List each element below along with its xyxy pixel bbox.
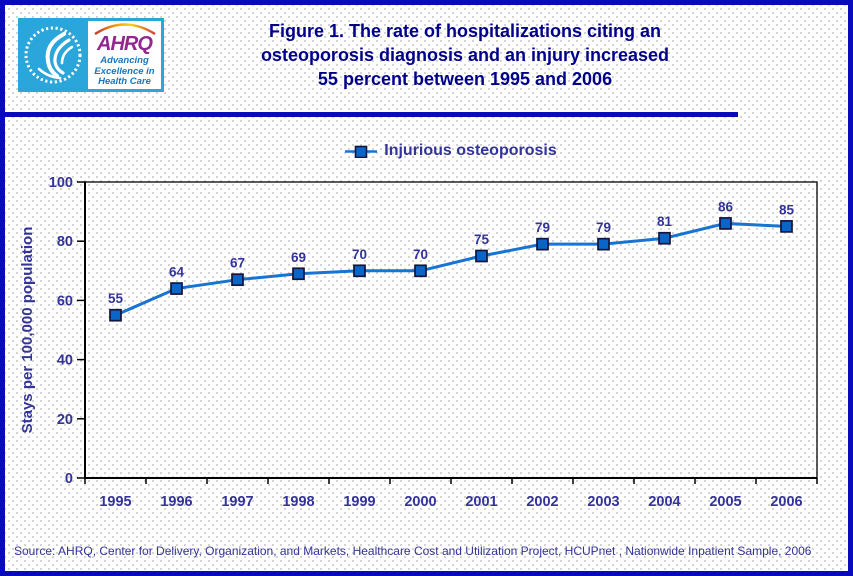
y-tick-label: 60 [57, 293, 73, 309]
ahrq-wordmark-block: AHRQ Advancing Excellence in Health Care [88, 21, 161, 89]
x-tick-label: 1997 [221, 494, 253, 510]
data-point-marker [719, 217, 732, 230]
title-line-3: 55 percent between 1995 and 2006 [317, 69, 613, 89]
hhs-eagle-icon [24, 26, 82, 84]
data-point-label: 67 [230, 256, 245, 271]
data-point-label: 75 [474, 232, 490, 247]
x-tick-label: 2004 [648, 494, 680, 510]
data-point-marker [414, 264, 427, 278]
y-axis-title: Stays per 100,000 population [19, 227, 36, 434]
x-tick-label: 2003 [587, 494, 619, 510]
data-point-marker [475, 249, 488, 263]
data-point-marker [780, 220, 793, 233]
legend-label: Injurious osteoporosis [384, 142, 557, 159]
header-divider [5, 112, 738, 117]
data-point-label: 79 [535, 220, 550, 235]
data-point-label: 69 [291, 250, 306, 265]
data-point-marker [597, 237, 610, 251]
data-point-marker [170, 282, 183, 295]
data-point-marker [231, 273, 244, 287]
data-point-label: 70 [413, 247, 428, 262]
y-tick-label: 80 [57, 234, 73, 250]
data-point-marker [109, 308, 122, 322]
data-point-label: 85 [779, 202, 795, 217]
ahrq-tagline: Advancing Excellence in Health Care [94, 55, 155, 88]
data-point-marker [536, 237, 549, 251]
tagline-line-3: Health Care [98, 76, 151, 87]
data-point-label: 64 [169, 265, 185, 280]
series-line [114, 221, 787, 317]
tagline-line-1: Advancing [100, 55, 149, 66]
ahrq-wordmark: AHRQ [97, 33, 153, 55]
x-tick-label: 1996 [160, 494, 192, 510]
data-point-label: 86 [718, 199, 734, 214]
tagline-line-2: Excellence in [94, 65, 155, 77]
x-tick-label: 2002 [526, 494, 558, 510]
x-tick-label: 1995 [99, 494, 131, 510]
y-tick-label: 20 [57, 412, 73, 428]
x-tick-label: 1998 [282, 494, 314, 510]
line-chart: 0 20 40 60 80 100 1995 1996 1997 1998 1999 2000 2001… [19, 175, 818, 510]
y-tick-label: 40 [57, 353, 73, 369]
x-tick-label: 2006 [770, 494, 802, 510]
data-point-label: 70 [352, 247, 367, 262]
x-tick-label: 2000 [404, 494, 436, 510]
data-point-marker [292, 267, 305, 281]
y-tick-label: 0 [65, 471, 73, 487]
ahrq-hhs-logo: AHRQ Advancing Excellence in Health Care [18, 18, 164, 92]
x-tick-label: 2005 [709, 494, 741, 510]
x-tick-label: 1999 [343, 494, 375, 510]
data-point-marker [658, 231, 671, 245]
rainbow-arc-icon [93, 23, 156, 35]
y-tick-label: 100 [49, 175, 73, 191]
data-point-label: 79 [596, 220, 611, 235]
legend-marker-icon [345, 145, 378, 158]
figure-title: Figure 1. The rate of hospitalizations c… [225, 19, 705, 91]
title-line-1: Figure 1. The rate of hospitalizations c… [268, 21, 662, 41]
data-point-marker [353, 264, 366, 278]
title-line-2: osteoporosis diagnosis and an injury inc… [260, 45, 670, 65]
data-point-label: 55 [108, 291, 124, 306]
chart-legend: Injurious osteoporosis [85, 142, 817, 160]
x-tick-label: 2001 [465, 494, 497, 510]
source-citation: Source: AHRQ, Center for Delivery, Organ… [14, 544, 812, 558]
data-point-label: 81 [657, 214, 673, 229]
